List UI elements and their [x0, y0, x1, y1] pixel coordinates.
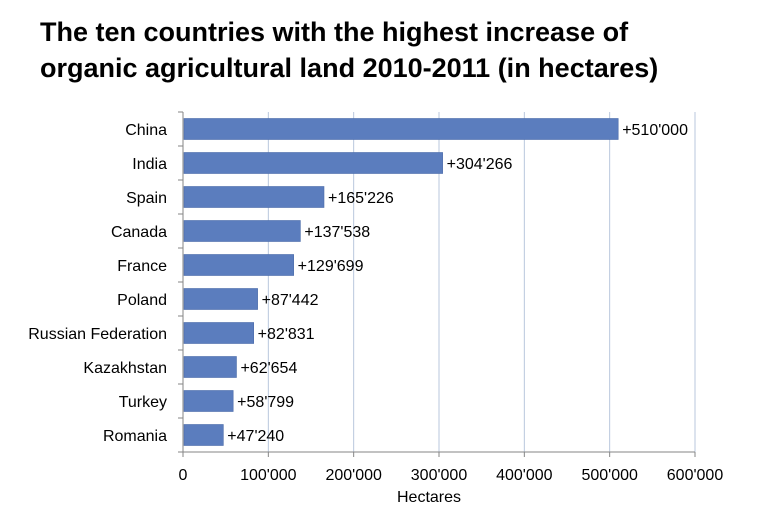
category-label: Turkey [119, 394, 167, 411]
category-label: Kazakhstan [83, 360, 167, 377]
x-tick-label: 0 [179, 467, 188, 484]
category-label: Poland [117, 292, 167, 309]
bar [183, 424, 224, 446]
bar [183, 322, 254, 344]
bar [183, 390, 234, 412]
bar [183, 152, 443, 174]
category-label: India [132, 156, 167, 173]
data-label: +304'266 [447, 156, 513, 173]
x-axis-label: Hectares [397, 489, 461, 506]
bar [183, 118, 619, 140]
bars [183, 118, 619, 446]
category-label: Spain [126, 190, 167, 207]
category-label: China [125, 122, 167, 139]
data-label: +62'654 [240, 360, 297, 377]
bar [183, 220, 301, 242]
labels: 0 100'000 200'000 300'000 400'000 500'000 600'… [28, 122, 723, 506]
category-label: France [117, 258, 167, 275]
data-label: +58'799 [237, 394, 294, 411]
bar [183, 356, 237, 378]
data-label: +47'240 [227, 428, 284, 445]
bar [183, 186, 325, 208]
data-label: +82'831 [258, 326, 315, 343]
bar [183, 254, 294, 276]
chart-title: The ten countries with the highest incre… [40, 14, 760, 86]
data-label: +87'442 [262, 292, 319, 309]
x-tick-label: 100'000 [240, 467, 297, 484]
data-label: +165'226 [328, 190, 394, 207]
chart-title-line-1: The ten countries with the highest incre… [40, 17, 629, 47]
category-label: Romania [103, 428, 167, 445]
x-tick-label: 400'000 [496, 467, 553, 484]
x-tick-label: 600'000 [667, 467, 724, 484]
data-label: +137'538 [304, 224, 370, 241]
data-label: +510'000 [622, 122, 688, 139]
bar [183, 288, 258, 310]
data-label: +129'699 [298, 258, 364, 275]
category-label: Canada [111, 224, 167, 241]
x-tick-label: 300'000 [411, 467, 468, 484]
chart-title-line-2: organic agricultural land 2010-2011 (in … [40, 53, 659, 83]
x-tick-label: 200'000 [325, 467, 382, 484]
axes [178, 111, 696, 457]
category-label: Russian Federation [28, 326, 167, 343]
x-tick-label: 500'000 [581, 467, 638, 484]
